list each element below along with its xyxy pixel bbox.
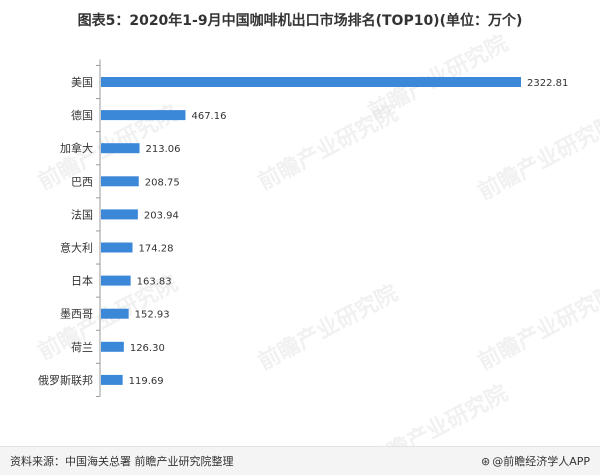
bars-layer: 美国 2322.81 德国 467.16 加拿大 213.06 巴西 208.75 法国 203.… <box>38 59 568 397</box>
category-label: 德国 <box>71 108 93 122</box>
bar <box>101 341 124 352</box>
category-label: 美国 <box>71 76 93 89</box>
category-label: 日本 <box>71 274 93 288</box>
value-label: 2322.81 <box>527 78 568 89</box>
bar <box>101 275 131 286</box>
bar <box>101 77 521 87</box>
bar <box>101 308 129 319</box>
bar <box>101 209 138 220</box>
value-label: 163.83 <box>137 277 172 288</box>
value-label: 467.16 <box>191 111 226 122</box>
bar <box>101 374 123 385</box>
category-label: 墨西哥 <box>60 308 93 321</box>
source-note: 资料来源：中国海关总署 前瞻产业研究院整理 <box>10 455 234 468</box>
category-label: 意大利 <box>60 241 93 255</box>
value-label: 208.75 <box>145 177 180 188</box>
value-label: 213.06 <box>146 144 181 155</box>
category-label: 巴西 <box>71 175 93 188</box>
value-label: 126.30 <box>130 343 165 354</box>
bar <box>101 110 186 121</box>
chart-title: 图表5：2020年1-9月中国咖啡机出口市场排名(TOP10)(单位：万个) <box>77 13 523 29</box>
brand-logo-icon: ⊛ <box>480 455 491 468</box>
value-label: 152.93 <box>135 310 170 321</box>
category-label: 荷兰 <box>71 341 93 354</box>
category-label: 加拿大 <box>60 141 93 155</box>
bar <box>101 176 139 187</box>
bar-chart: 美国 2322.81 德国 467.16 加拿大 213.06 巴西 208.75 法国 203.… <box>38 59 568 397</box>
brand-credit: ⊛ @前瞻经济学人APP <box>481 453 590 469</box>
bar <box>101 242 133 253</box>
category-label: 法国 <box>71 207 93 221</box>
brand-name: @前瞻经济学人APP <box>492 455 590 468</box>
value-label: 174.28 <box>139 244 174 255</box>
category-label: 俄罗斯联邦 <box>38 374 93 387</box>
value-label: 203.94 <box>144 210 179 221</box>
value-label: 119.69 <box>129 376 164 387</box>
bar <box>101 143 140 154</box>
footer: 资料来源：中国海关总署 前瞻产业研究院整理 ⊛ @前瞻经济学人APP <box>0 446 600 475</box>
